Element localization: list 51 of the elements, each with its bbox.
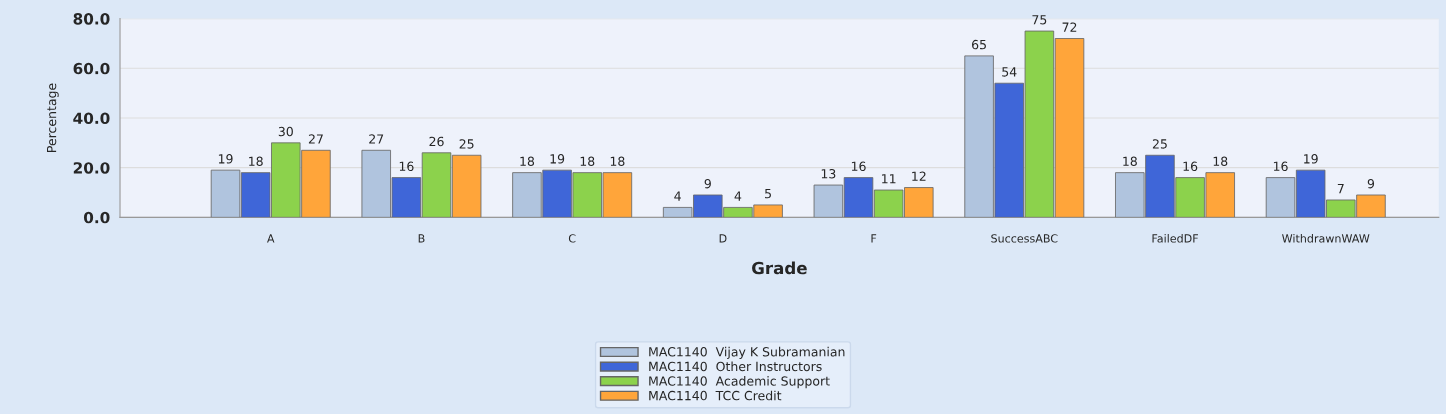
data-label: 12 [912, 171, 926, 181]
data-label: 18 [520, 156, 535, 167]
data-label: 13 [821, 169, 836, 179]
data-label: 16 [1273, 161, 1288, 172]
data-label: 27 [308, 134, 323, 144]
data-label: 30 [278, 126, 293, 137]
x-tick-label: F [871, 234, 877, 243]
data-label: 4 [734, 191, 742, 201]
data-label: 18 [249, 156, 263, 167]
legend-label: MAC1140 Other Instructors [649, 361, 822, 372]
data-label: 7 [1337, 184, 1344, 194]
y-tick-label: 20.0 [73, 162, 110, 174]
x-tick-label: SuccessABC [991, 234, 1058, 243]
data-label: 9 [1367, 178, 1375, 189]
data-label: 18 [1123, 156, 1137, 167]
x-axis-title: Grade [752, 261, 807, 275]
legend-label: MAC1140 Academic Support [649, 376, 830, 389]
data-label: 9 [704, 178, 711, 189]
y-tick-label: 40.0 [73, 112, 110, 125]
data-label: 18 [1213, 156, 1228, 167]
data-label: 16 [399, 161, 414, 172]
x-tick-label: B [418, 234, 425, 243]
x-tick-label: WithdrawnWAW [1282, 234, 1370, 243]
data-label: 25 [459, 139, 474, 149]
legend-label: MAC1140 TCC Credit [649, 390, 782, 401]
x-tick-label: C [568, 234, 576, 243]
y-tick-label: 0.0 [83, 211, 110, 224]
y-axis-title: Percentage [47, 83, 59, 152]
legend-label: MAC1140 Vijay K Subramanian [649, 346, 845, 359]
data-label: 19 [550, 154, 565, 164]
data-label: 18 [580, 156, 595, 167]
x-tick-label: A [267, 234, 275, 243]
data-label: 25 [1152, 139, 1167, 149]
data-label: 26 [429, 136, 444, 147]
data-label: 4 [674, 191, 681, 201]
data-label: 11 [882, 174, 896, 184]
data-label: 75 [1032, 15, 1047, 25]
data-label: 18 [610, 156, 625, 167]
x-tick-label: FailedDF [1152, 234, 1198, 243]
data-label: 54 [1002, 67, 1017, 77]
y-tick-label: 60.0 [73, 62, 110, 75]
data-label: 16 [851, 161, 866, 172]
data-label: 19 [218, 154, 233, 164]
data-label: 27 [369, 134, 384, 144]
data-label: 16 [1183, 161, 1198, 172]
data-label: 72 [1062, 22, 1077, 32]
data-label: 65 [972, 39, 986, 50]
x-tick-label: D [719, 234, 727, 243]
data-label: 19 [1304, 154, 1318, 164]
data-label: 5 [765, 189, 771, 199]
y-tick-label: 80.0 [73, 13, 110, 25]
